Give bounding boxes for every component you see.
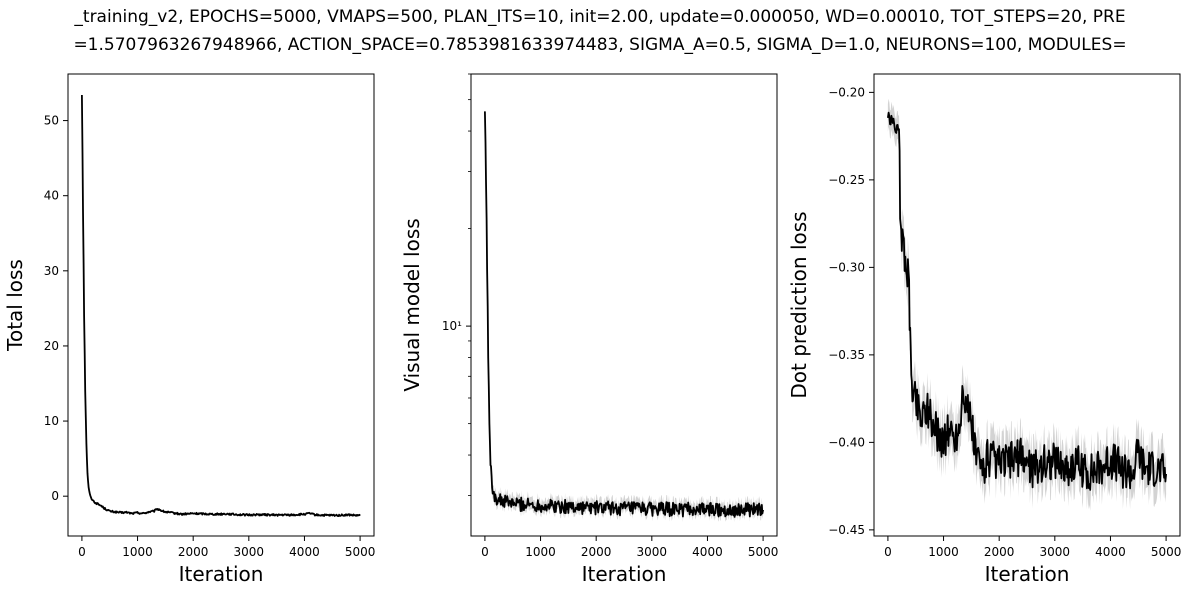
x-tick-label: 2000 xyxy=(984,545,1015,559)
x-axis-label: Iteration xyxy=(582,562,667,586)
x-tick-label: 0 xyxy=(481,545,489,559)
x-tick-label: 3000 xyxy=(234,545,265,559)
y-tick-label: 10 xyxy=(44,414,59,428)
x-tick-label: 5000 xyxy=(748,545,779,559)
x-tick-label: 1000 xyxy=(525,545,556,559)
plot-area xyxy=(484,111,764,523)
y-tick-label: −0.25 xyxy=(828,173,865,187)
x-tick-label: 0 xyxy=(78,545,86,559)
y-tick-label: 0 xyxy=(51,489,59,503)
axes-frame xyxy=(873,73,1181,537)
x-tick-label: 3000 xyxy=(1040,545,1071,559)
y-tick-label: 40 xyxy=(44,189,59,203)
series-line xyxy=(81,94,361,517)
x-axis-label: Iteration xyxy=(985,562,1070,586)
y-tick-label: 30 xyxy=(44,264,59,278)
y-axis-label: Dot prediction loss xyxy=(787,211,811,398)
plot-area xyxy=(887,98,1167,511)
x-tick-label: 4000 xyxy=(692,545,723,559)
subplot-2: 0 1000 2000 3000 4000 5000 10¹ Iteration Visual … xyxy=(400,73,779,586)
axes-frame xyxy=(67,73,375,537)
series-line xyxy=(887,111,1167,491)
x-tick-label: 5000 xyxy=(1151,545,1182,559)
x-tick-label: 4000 xyxy=(289,545,320,559)
x-axis-label: Iteration xyxy=(179,562,264,586)
y-tick-label: −0.35 xyxy=(828,348,865,362)
y-tick-label: −0.40 xyxy=(828,435,865,449)
suptitle-line-2: =1.5707963267948966, ACTION_SPACE=0.7853… xyxy=(73,35,1126,55)
subplots: 0 1000 2000 3000 4000 5000 0 10 20 30 40 50 Iteratio… xyxy=(3,73,1182,586)
x-tick-label: 3000 xyxy=(637,545,668,559)
plot-area xyxy=(81,94,361,517)
y-tick-label: 10¹ xyxy=(442,319,462,333)
y-axis-label: Visual model loss xyxy=(400,218,424,391)
y-tick-label: −0.20 xyxy=(828,85,865,99)
x-tick-label: 5000 xyxy=(345,545,376,559)
axes-frame xyxy=(470,73,778,537)
x-tick-label: 2000 xyxy=(178,545,209,559)
subplot-1: 0 1000 2000 3000 4000 5000 0 10 20 30 40 50 Iteratio… xyxy=(3,73,376,586)
y-tick-label: −0.30 xyxy=(828,260,865,274)
subplot-3: 0 1000 2000 3000 4000 5000 −0.45 −0.40 −0.35 −0.3… xyxy=(787,73,1182,586)
y-tick-label: 20 xyxy=(44,339,59,353)
y-tick-label: 50 xyxy=(44,114,59,128)
y-axis-label: Total loss xyxy=(3,259,27,352)
series-line xyxy=(484,111,764,518)
y-tick-label: −0.45 xyxy=(828,523,865,537)
x-tick-label: 0 xyxy=(884,545,892,559)
x-tick-label: 2000 xyxy=(581,545,612,559)
suptitle-line-1: _training_v2, EPOCHS=5000, VMAPS=500, PL… xyxy=(73,7,1125,27)
x-tick-label: 1000 xyxy=(928,545,959,559)
x-tick-label: 4000 xyxy=(1095,545,1126,559)
x-tick-label: 1000 xyxy=(122,545,153,559)
